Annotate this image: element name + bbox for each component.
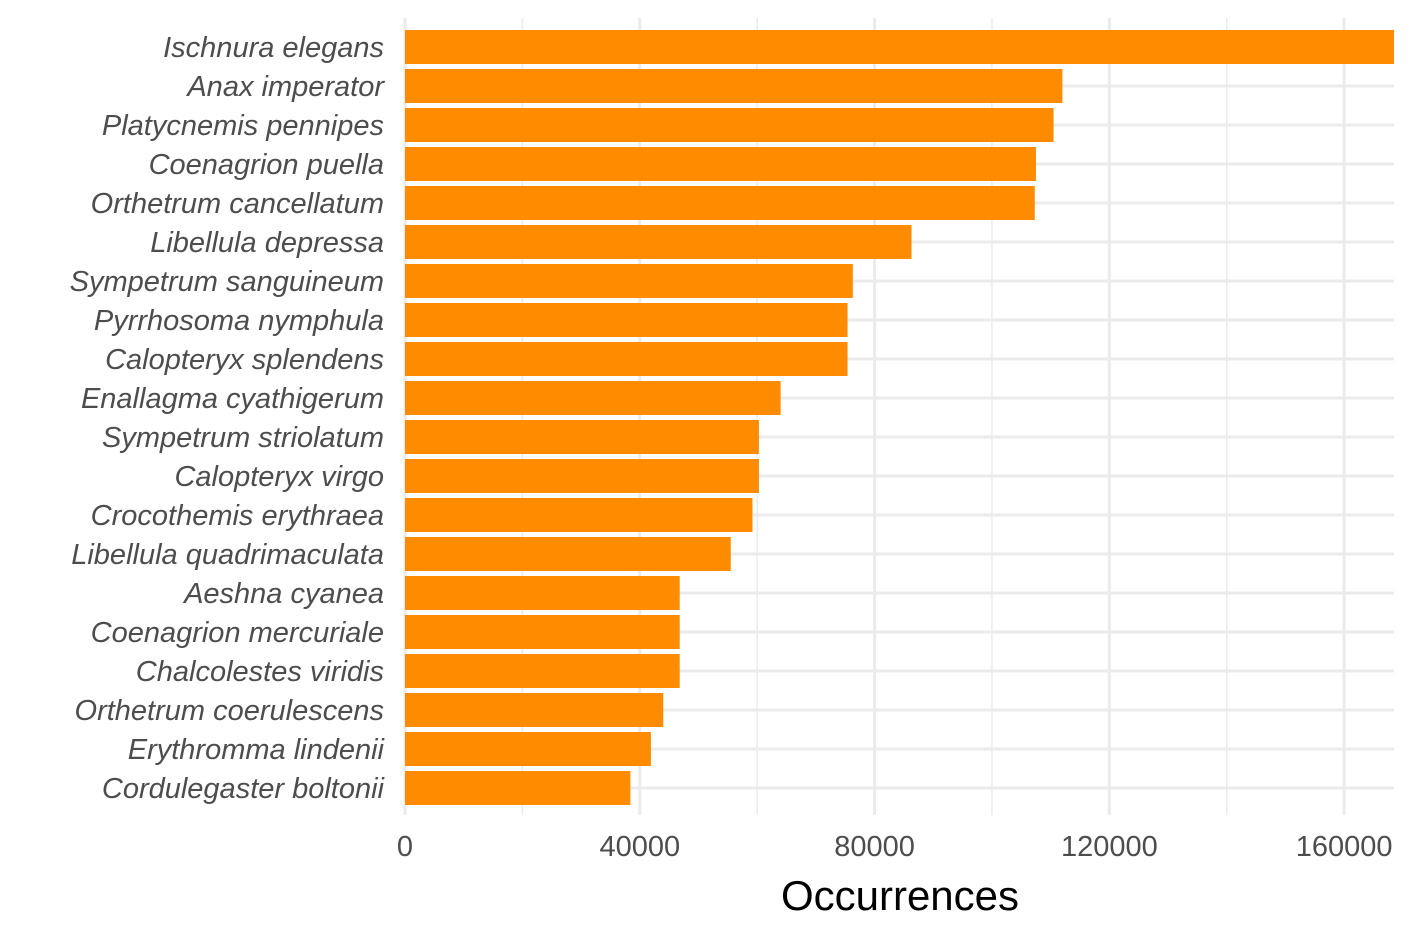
x-tick-label: 160000 bbox=[1296, 831, 1393, 863]
category-label: Orthetrum cancellatum bbox=[91, 188, 384, 220]
category-label: Crocothemis erythraea bbox=[91, 500, 384, 532]
bar bbox=[405, 147, 1036, 181]
bar bbox=[405, 459, 759, 493]
bar bbox=[405, 420, 759, 454]
category-label: Libellula depressa bbox=[150, 227, 384, 259]
bar bbox=[405, 693, 664, 727]
category-label: Libellula quadrimaculata bbox=[71, 539, 384, 571]
bar bbox=[405, 303, 848, 337]
bar bbox=[405, 108, 1054, 142]
category-label: Coenagrion mercuriale bbox=[91, 617, 384, 649]
category-label: Orthetrum coerulescens bbox=[75, 695, 384, 727]
category-label: Sympetrum striolatum bbox=[102, 422, 384, 454]
bar bbox=[405, 342, 848, 376]
x-tick-label: 120000 bbox=[1061, 831, 1158, 863]
category-label: Ischnura elegans bbox=[163, 32, 384, 64]
category-label: Cordulegaster boltonii bbox=[102, 773, 386, 805]
category-label: Calopteryx virgo bbox=[174, 461, 384, 493]
x-tick-labels: 0 40000 80000 120000 160000 bbox=[397, 831, 1393, 863]
bar bbox=[405, 771, 631, 805]
category-label: Pyrrhosoma nymphula bbox=[94, 305, 384, 337]
x-tick-label: 80000 bbox=[834, 831, 915, 863]
category-label: Platycnemis pennipes bbox=[102, 110, 384, 142]
bar bbox=[405, 615, 680, 649]
category-label: Aeshna cyanea bbox=[182, 578, 384, 610]
bar bbox=[405, 498, 753, 532]
bar bbox=[405, 576, 680, 610]
bars bbox=[405, 30, 1394, 805]
bar bbox=[405, 654, 680, 688]
bar bbox=[405, 264, 853, 298]
category-label: Calopteryx splendens bbox=[105, 344, 384, 376]
bar bbox=[405, 537, 731, 571]
category-label: Enallagma cyathigerum bbox=[81, 383, 384, 415]
bar bbox=[405, 732, 651, 766]
category-label: Chalcolestes viridis bbox=[136, 656, 384, 688]
x-tick-label: 0 bbox=[397, 831, 413, 863]
x-tick-label: 40000 bbox=[599, 831, 680, 863]
bar bbox=[405, 186, 1035, 220]
x-axis-title: Occurrences bbox=[781, 872, 1019, 919]
bar bbox=[405, 381, 781, 415]
category-label: Coenagrion puella bbox=[149, 149, 384, 181]
bar bbox=[405, 69, 1063, 103]
category-label: Anax imperator bbox=[185, 71, 385, 103]
category-label: Sympetrum sanguineum bbox=[70, 266, 384, 298]
category-labels: Ischnura elegans Anax imperator Platycnemi… bbox=[70, 32, 386, 805]
category-label: Erythromma lindenii bbox=[128, 734, 386, 766]
bar bbox=[405, 30, 1394, 64]
bar bbox=[405, 225, 912, 259]
